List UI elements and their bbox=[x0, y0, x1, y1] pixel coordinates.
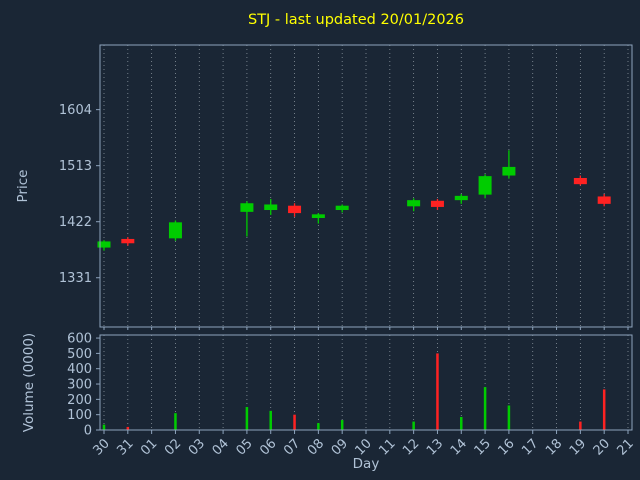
candle-series bbox=[97, 150, 611, 251]
price-axis: 1331 1422 1513 1604 bbox=[59, 103, 100, 286]
volume-bar-16 bbox=[507, 405, 511, 430]
price-axis-label: Price bbox=[15, 170, 31, 203]
candle-07 bbox=[288, 203, 302, 217]
volume-tick-label: 600 bbox=[67, 332, 92, 347]
volume-bar-20 bbox=[602, 389, 606, 430]
volume-bar-02 bbox=[174, 413, 177, 430]
volume-tick-label: 400 bbox=[67, 362, 92, 377]
price-tick-label: 1331 bbox=[59, 271, 92, 286]
volume-bar-30 bbox=[102, 424, 106, 430]
volume-bar-08 bbox=[317, 423, 320, 430]
candle-05 bbox=[240, 201, 254, 237]
volume-bar-05 bbox=[245, 407, 249, 430]
candle-body bbox=[121, 238, 135, 244]
volume-bar-13 bbox=[436, 353, 439, 430]
x-axis-label: Day bbox=[353, 456, 380, 472]
candle-body bbox=[264, 204, 278, 211]
candle-02 bbox=[168, 220, 182, 241]
candle-body bbox=[240, 203, 254, 212]
candle-body bbox=[597, 196, 611, 204]
candle-12 bbox=[407, 198, 421, 212]
candle-body bbox=[573, 177, 587, 185]
volume-bar-14 bbox=[460, 416, 463, 430]
volume-tick-label: 100 bbox=[67, 408, 92, 423]
volume-bar-07 bbox=[293, 414, 296, 430]
candle-body bbox=[288, 205, 302, 214]
volume-tick-label: 300 bbox=[67, 378, 92, 393]
candle-14 bbox=[454, 194, 468, 204]
volume-bar-06 bbox=[269, 410, 272, 430]
candle-body bbox=[97, 241, 111, 248]
price-tick-label: 1513 bbox=[59, 159, 92, 174]
volume-bar-09 bbox=[340, 420, 344, 430]
price-tick-label: 1604 bbox=[59, 103, 92, 118]
volume-bar-19 bbox=[579, 421, 582, 430]
candle-body bbox=[454, 195, 468, 201]
candle-19 bbox=[573, 175, 587, 186]
candle-09 bbox=[335, 204, 349, 213]
volume-tick-label: 500 bbox=[67, 347, 92, 362]
candle-body bbox=[430, 200, 444, 207]
candle-06 bbox=[264, 198, 278, 215]
price-tick-label: 1422 bbox=[59, 215, 92, 230]
volume-tick-label: 0 bbox=[84, 424, 92, 439]
chart-title: STJ - last updated 20/01/2026 bbox=[248, 12, 464, 28]
candle-20 bbox=[597, 194, 611, 207]
volume-tick-label: 200 bbox=[67, 393, 92, 408]
volume-series bbox=[102, 353, 606, 430]
candle-15 bbox=[478, 174, 492, 199]
candle-body bbox=[502, 166, 516, 176]
candle-16 bbox=[502, 150, 516, 179]
candle-30 bbox=[97, 240, 111, 251]
candle-body bbox=[311, 214, 325, 219]
candle-31 bbox=[121, 237, 135, 246]
volume-bar-31 bbox=[126, 426, 130, 430]
candle-08 bbox=[311, 213, 325, 224]
candle-13 bbox=[430, 198, 444, 211]
candle-body bbox=[168, 222, 182, 239]
volume-bar-12 bbox=[412, 421, 415, 430]
volume-bar-15 bbox=[483, 387, 487, 430]
candle-body bbox=[478, 176, 492, 195]
volume-axis-label: Volume (0000) bbox=[21, 333, 37, 432]
candle-body bbox=[335, 205, 349, 211]
candle-body bbox=[407, 200, 421, 207]
